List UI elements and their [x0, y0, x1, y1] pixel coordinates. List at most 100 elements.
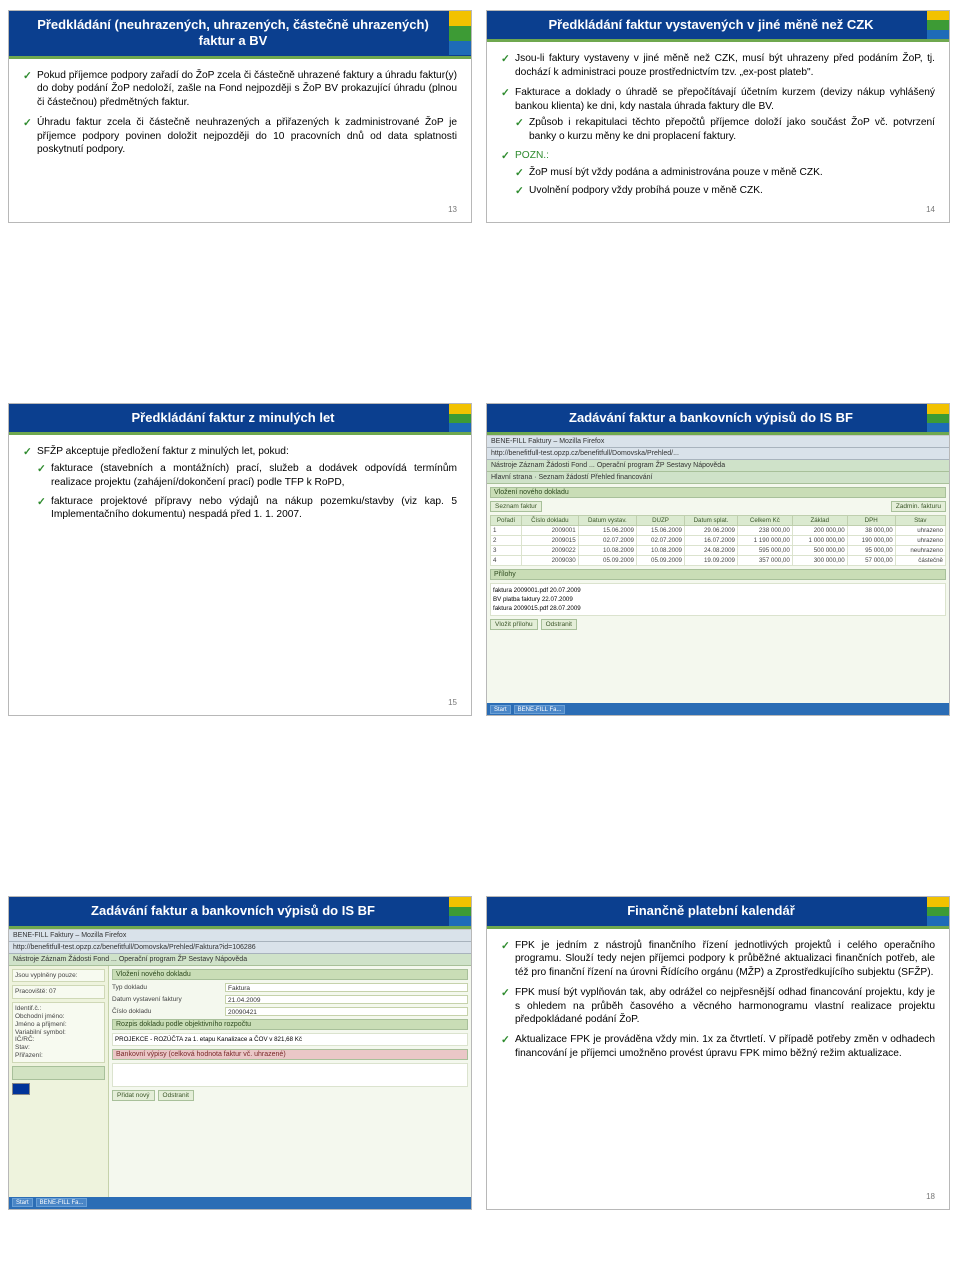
add-new-button[interactable]: Přidat nový	[112, 1090, 155, 1101]
slide-title: Předkládání faktur vystavených v jiné mě…	[501, 17, 921, 33]
slide-number: 18	[501, 1192, 935, 1201]
slide-header: Předkládání faktur z minulých let	[9, 404, 471, 435]
slide-title: Zadávání faktur a bankovních výpisů do I…	[501, 410, 921, 426]
bullet: Jsou-li faktury vystaveny v jiné měně ne…	[501, 52, 935, 80]
sub-bullet: ŽoP musí být vždy podána a administrován…	[515, 166, 935, 180]
panel-header: Přílohy	[490, 569, 946, 580]
bullet: SFŽP akceptuje předložení faktur z minul…	[23, 445, 457, 522]
table-header: DPH	[847, 516, 895, 526]
sub-bullet: fakturace projektové přípravy nebo výdaj…	[37, 495, 457, 523]
doc-number-input[interactable]: 20090421	[225, 1007, 468, 1016]
breadcrumb: Hlavní strana · Seznam žádostí Přehled f…	[487, 472, 949, 484]
bullet: Pokud příjemce podpory zařadí do ŽoP zce…	[23, 69, 457, 110]
slide-number: 13	[23, 205, 457, 214]
bullet: Úhradu faktur zcela či částečně neuhraze…	[23, 116, 457, 157]
slide-header: Zadávání faktur a bankovních výpisů do I…	[487, 404, 949, 435]
sub-bullet: Způsob i rekapitulaci těchto přepočtů př…	[515, 116, 935, 144]
browser-titlebar: BENE-FILL Faktury – Mozilla Firefox	[9, 930, 471, 942]
logo-opzp	[12, 1066, 105, 1080]
table-header: Datum vystav.	[578, 516, 636, 526]
remove-button[interactable]: Odstranit	[541, 619, 577, 630]
browser-url[interactable]: http://benefitfull-test.opzp.cz/benefitf…	[487, 448, 949, 460]
table-header: Datum splat.	[684, 516, 737, 526]
list-item[interactable]: faktura 2009001.pdf 20.07.2009	[493, 586, 943, 595]
submit-invoice-button[interactable]: Zadmin. fakturu	[891, 501, 946, 512]
doc-type-select[interactable]: Faktura	[225, 983, 468, 992]
bullet: Fakturace a doklady o úhradě se přepočít…	[501, 86, 935, 144]
attachment-list: faktura 2009001.pdf 20.07.2009BV platba …	[490, 583, 946, 616]
bullet-pozn: POZN.: ŽoP musí být vždy podána a admini…	[501, 149, 935, 198]
slide-15: Předkládání faktur z minulých let SFŽP a…	[8, 403, 472, 716]
slide-header: Zadávání faktur a bankovních výpisů do I…	[9, 897, 471, 928]
remove-button[interactable]: Odstranit	[158, 1090, 194, 1101]
panel-header-bv: Bankovní výpisy (celková hodnota faktur …	[112, 1049, 468, 1060]
slide-number: 14	[501, 205, 935, 214]
slide-header: Předkládání faktur vystavených v jiné mě…	[487, 11, 949, 42]
table-header: DUZP	[637, 516, 685, 526]
taskbar-item[interactable]: BENE-FILL Fa...	[36, 1198, 88, 1207]
bullet: FPK musí být vyplňován tak, aby odrážel …	[501, 986, 935, 1027]
panel-header: Rozpis dokladu podle objektivního rozpoč…	[112, 1019, 468, 1030]
invoice-list-panel: Seznam faktur	[490, 501, 542, 512]
slide-16: Zadávání faktur a bankovních výpisů do I…	[486, 403, 950, 716]
app-main: Vložení nového dokladu Typ dokladu Faktu…	[109, 966, 471, 1197]
slide-14: Předkládání faktur vystavených v jiné mě…	[486, 10, 950, 223]
eu-flag-icon	[12, 1083, 30, 1095]
slide-13: Předkládání (neuhrazených, uhrazených, č…	[8, 10, 472, 223]
table-row[interactable]: 3200902210.08.200910.08.200924.08.200959…	[491, 546, 946, 556]
table-row[interactable]: 4200903005.09.200905.09.200919.09.200935…	[491, 556, 946, 566]
app-sidebar: Jsou vyplněny pouze: Pracoviště: 07 Iden…	[9, 966, 109, 1197]
header-flag	[449, 404, 471, 432]
form-label: Typ dokladu	[112, 984, 222, 991]
start-button[interactable]: Start	[490, 705, 511, 714]
sub-bullet: fakturace (stavebních a montážních) prac…	[37, 462, 457, 490]
browser-url[interactable]: http://benefitfull-test.opzp.cz/benefitf…	[9, 942, 471, 954]
slide-title: Předkládání faktur z minulých let	[23, 410, 443, 426]
slide-title: Finančně platební kalendář	[501, 903, 921, 919]
table-header: Celkem Kč	[737, 516, 792, 526]
date-input[interactable]: 21.04.2009	[225, 995, 468, 1004]
header-flag	[927, 11, 949, 39]
taskbar: Start BENE-FILL Fa...	[9, 1197, 471, 1209]
taskbar-item[interactable]: BENE-FILL Fa...	[514, 705, 566, 714]
slide-number: 15	[23, 698, 457, 707]
form-label: Číslo dokladu	[112, 1008, 222, 1015]
sub-bullet: Uvolnění podpory vždy probíhá pouze v mě…	[515, 184, 935, 198]
breakdown-row: PROJEKCE - ROZÚČTA za 1. etapu Kanalizac…	[112, 1033, 468, 1046]
panel-header: Vložení nového dokladu	[490, 487, 946, 498]
app-main: Vložení nového dokladu Seznam faktur Zad…	[487, 484, 949, 703]
table-header: Základ	[792, 516, 847, 526]
app-menubar[interactable]: Nástroje Záznam Žádosti Fond ... Operačn…	[9, 954, 471, 966]
app-screenshot: BENE-FILL Faktury – Mozilla Firefox http…	[487, 435, 949, 715]
bullet: Aktualizace FPK je prováděna vždy min. 1…	[501, 1033, 935, 1061]
slide-title: Zadávání faktur a bankovních výpisů do I…	[23, 903, 443, 919]
table-header: Číslo dokladu	[521, 516, 578, 526]
add-attachment-button[interactable]: Vložit přílohu	[490, 619, 538, 630]
table-header: Pořadí	[491, 516, 522, 526]
start-button[interactable]: Start	[12, 1198, 33, 1207]
list-item[interactable]: faktura 2009015.pdf 28.07.2009	[493, 604, 943, 613]
table-row[interactable]: 2200901502.07.200902.07.200916.07.20091 …	[491, 536, 946, 546]
bullet: FPK je jedním z nástrojů finančního říze…	[501, 939, 935, 980]
app-menubar[interactable]: Nástroje Záznam Žádosti Fond ... Operačn…	[487, 460, 949, 472]
slide-header: Předkládání (neuhrazených, uhrazených, č…	[9, 11, 471, 59]
bv-table	[112, 1063, 468, 1087]
sidebar-project-info: Identif.č.: Obchodní jméno: Jméno a přij…	[12, 1002, 105, 1063]
table-row[interactable]: 1200900115.06.200915.06.200929.06.200923…	[491, 526, 946, 536]
header-flag	[927, 897, 949, 925]
slide-18: Finančně platební kalendář FPK je jedním…	[486, 896, 950, 1209]
app-screenshot: BENE-FILL Faktury – Mozilla Firefox http…	[9, 929, 471, 1209]
taskbar: Start BENE-FILL Fa...	[487, 703, 949, 715]
invoice-table: PořadíČíslo dokladuDatum vystav.DUZPDatu…	[490, 515, 946, 566]
sidebar-block: Jsou vyplněny pouze:	[12, 969, 105, 983]
header-flag	[927, 404, 949, 432]
list-item[interactable]: BV platba faktury 22.07.2009	[493, 595, 943, 604]
browser-titlebar: BENE-FILL Faktury – Mozilla Firefox	[487, 436, 949, 448]
slide-17: Zadávání faktur a bankovních výpisů do I…	[8, 896, 472, 1209]
header-flag	[449, 897, 471, 925]
slide-title: Předkládání (neuhrazených, uhrazených, č…	[23, 17, 443, 50]
header-flag	[449, 11, 471, 56]
form-label: Datum vystavení faktury	[112, 996, 222, 1003]
slide-header: Finančně platební kalendář	[487, 897, 949, 928]
table-header: Stav	[895, 516, 945, 526]
